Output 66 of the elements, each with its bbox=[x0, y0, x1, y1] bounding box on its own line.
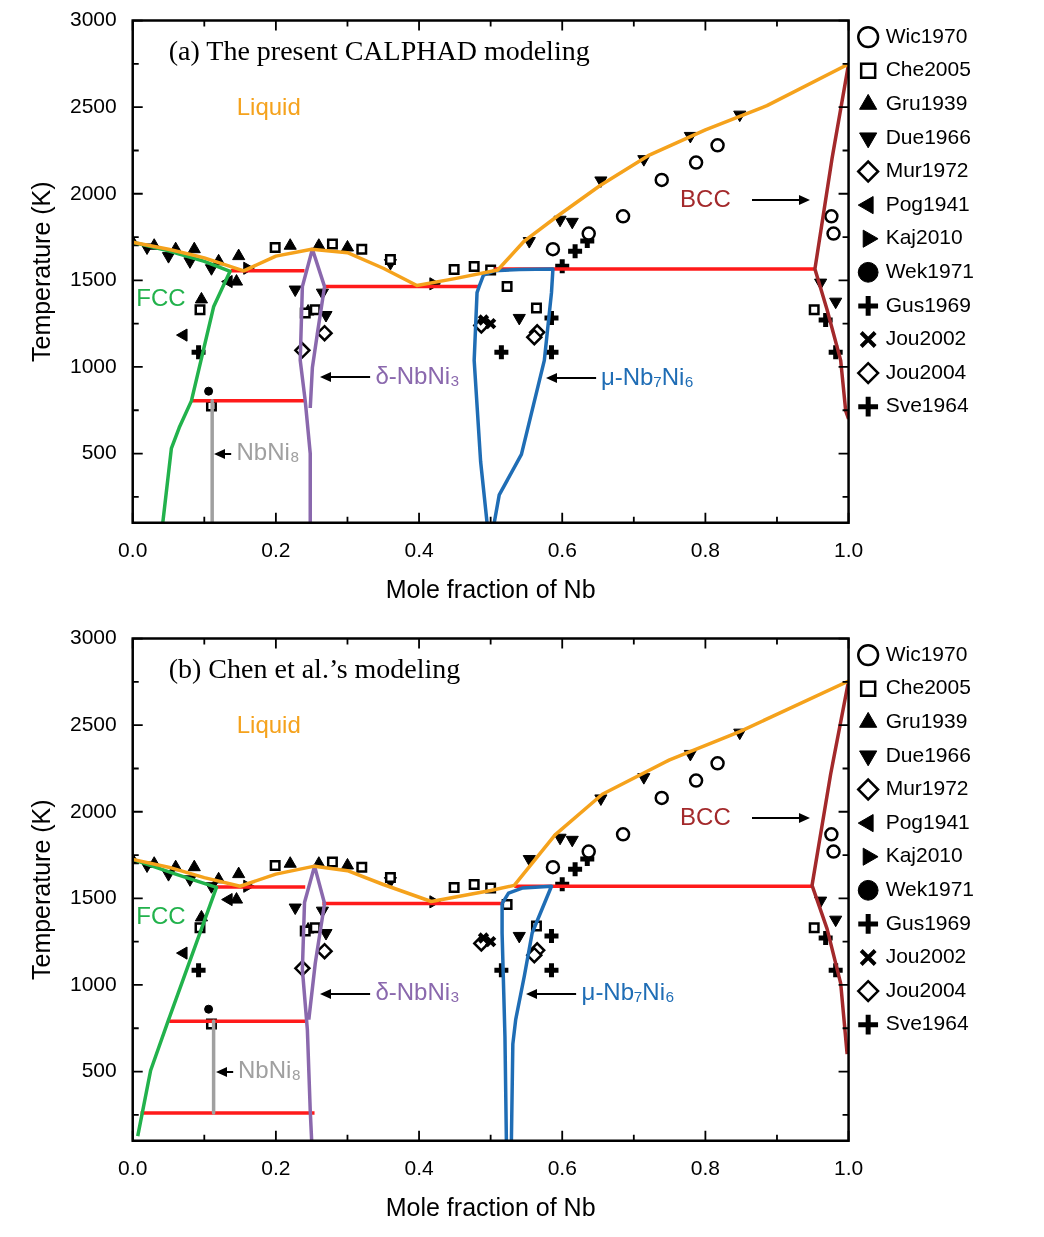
y-tick-label: 500 bbox=[81, 1058, 117, 1082]
y-tick-label: 3000 bbox=[70, 7, 117, 31]
x-tick-label: 0.4 bbox=[404, 1156, 434, 1180]
x-tick-label: 0.0 bbox=[118, 538, 148, 562]
legend-label: Due1966 bbox=[885, 124, 971, 148]
x-tick-label: 0.2 bbox=[261, 1156, 291, 1180]
text: BCC bbox=[680, 803, 731, 831]
legend-label: Jou2002 bbox=[885, 944, 967, 968]
x-tick-label: 0.6 bbox=[547, 1156, 577, 1180]
text: Liquid bbox=[236, 711, 301, 739]
legend-label: Kaj2010 bbox=[885, 225, 963, 249]
legend-label: Gus1969 bbox=[885, 910, 971, 934]
y-tick-label: 1000 bbox=[70, 353, 117, 377]
text: (b) Chen et al.’s modeling bbox=[168, 652, 461, 684]
y-tick-label: 2500 bbox=[70, 711, 117, 735]
annotation: δ-NbNi₃ bbox=[375, 978, 460, 1006]
legend-label: Sve1964 bbox=[885, 1011, 969, 1035]
legend-label: Wek1971 bbox=[885, 877, 975, 901]
annotation: μ-Nb₇Ni₆ bbox=[600, 362, 694, 390]
legend-label: Wek1971 bbox=[885, 259, 975, 283]
x-tick-label: 0.4 bbox=[404, 538, 434, 562]
legend-label: Gru1939 bbox=[885, 91, 968, 115]
legend-label: Mur1972 bbox=[885, 158, 969, 182]
x-tick-label: 0.0 bbox=[118, 1156, 148, 1180]
annotation: NbNi₈ bbox=[237, 1056, 302, 1084]
y-axis-title: Temperature (K) bbox=[26, 181, 55, 363]
legend-label: Sve1964 bbox=[885, 393, 969, 417]
x-axis-title: Mole fraction of Nb bbox=[385, 574, 596, 603]
y-tick-label: 1000 bbox=[70, 971, 117, 995]
text: (a) The present CALPHAD modeling bbox=[168, 34, 590, 66]
y-tick-label: 2000 bbox=[70, 798, 117, 822]
legend-label: Pog1941 bbox=[885, 809, 970, 833]
annotation: δ-NbNi₃ bbox=[375, 361, 460, 389]
y-tick-label: 2000 bbox=[70, 180, 117, 204]
x-tick-label: 0.6 bbox=[547, 538, 577, 562]
text: Liquid bbox=[236, 93, 301, 121]
x-axis-title: Mole fraction of Nb bbox=[385, 1192, 596, 1221]
legend-label: Che2005 bbox=[885, 57, 971, 81]
y-axis-title: Temperature (K) bbox=[26, 799, 55, 981]
legend-label: Gru1939 bbox=[885, 709, 968, 733]
legend-label: Kaj2010 bbox=[885, 843, 963, 867]
legend-label: Jou2004 bbox=[885, 359, 967, 383]
legend-label: Due1966 bbox=[885, 742, 971, 766]
y-tick-label: 1500 bbox=[70, 885, 117, 909]
legend-label: Wic1970 bbox=[885, 23, 968, 47]
legend-label: Che2005 bbox=[885, 675, 971, 699]
x-tick-label: 0.2 bbox=[261, 538, 291, 562]
legend-label: Mur1972 bbox=[885, 776, 969, 800]
y-tick-label: 500 bbox=[81, 440, 117, 464]
x-tick-label: 0.8 bbox=[690, 1156, 720, 1180]
text: BCC bbox=[680, 185, 731, 213]
x-tick-label: 1.0 bbox=[833, 538, 864, 562]
x-tick-label: 1.0 bbox=[833, 1156, 864, 1180]
y-tick-label: 2500 bbox=[70, 93, 117, 117]
y-tick-label: 3000 bbox=[70, 625, 117, 649]
legend-label: Pog1941 bbox=[885, 191, 970, 215]
series-label: FCC bbox=[136, 284, 186, 312]
legend-label: Gus1969 bbox=[885, 292, 971, 316]
annotation: NbNi₈ bbox=[236, 438, 300, 466]
x-tick-label: 0.8 bbox=[690, 538, 720, 562]
series-label: FCC bbox=[136, 902, 186, 930]
legend-label: Jou2004 bbox=[885, 977, 967, 1001]
legend-label: Wic1970 bbox=[885, 641, 968, 665]
y-tick-label: 1500 bbox=[70, 267, 117, 291]
annotation: μ-Nb₇Ni₆ bbox=[581, 978, 675, 1006]
legend-label: Jou2002 bbox=[885, 326, 967, 350]
